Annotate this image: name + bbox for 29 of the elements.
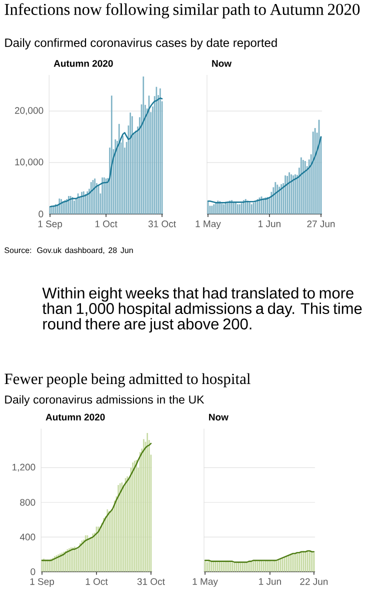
text: Fewer people being admitted to hospital — [4, 373, 250, 388]
x-tick-label: 27 Jun — [307, 220, 335, 228]
x-tick-label: 1 Oct — [86, 578, 108, 585]
text: Daily coronavirus admissions in the UK — [5, 395, 204, 406]
x-tick-label: 1 May — [192, 578, 218, 587]
chart-title: Now — [209, 414, 228, 421]
y-tick-label: 0 — [38, 210, 44, 218]
x-tick-label: 31 Oct — [137, 578, 165, 585]
x-tick-label: 1 Jun — [258, 220, 280, 228]
source-note: Source: Gov.uk dashboard, 28 Jun — [4, 247, 133, 254]
text: Within eight weeks that had translated to more than 1,000 hospital admissions a day. This time round there are just above 200. — [42, 287, 362, 333]
text: Daily confirmed coronavirus cases by date reported — [5, 38, 277, 50]
chart-title: Autumn 2020 — [46, 414, 105, 421]
y-tick-label: 800 — [20, 499, 36, 506]
text: Infections now following similar path to Autumn 2020 — [4, 3, 360, 18]
y-tick-label: 0 — [30, 568, 36, 576]
y-tick-label: 1,200 — [12, 464, 36, 472]
chart-title: Now — [212, 60, 232, 67]
x-tick-label: 1 Oct — [95, 220, 118, 228]
y-tick-label: 20,000 — [14, 107, 44, 115]
y-tick-label: 400 — [20, 534, 36, 540]
chart-title: Autumn 2020 — [54, 60, 113, 67]
x-tick-label: 1 Jun — [259, 578, 281, 585]
x-tick-label: 1 May — [196, 220, 221, 230]
y-tick-label: 10,000 — [15, 158, 44, 166]
x-tick-label: 22 Jun — [300, 578, 328, 585]
x-tick-label: 31 Oct — [148, 220, 176, 228]
x-tick-label: 1 Sep — [38, 220, 62, 230]
x-tick-label: 1 Sep — [30, 578, 54, 587]
